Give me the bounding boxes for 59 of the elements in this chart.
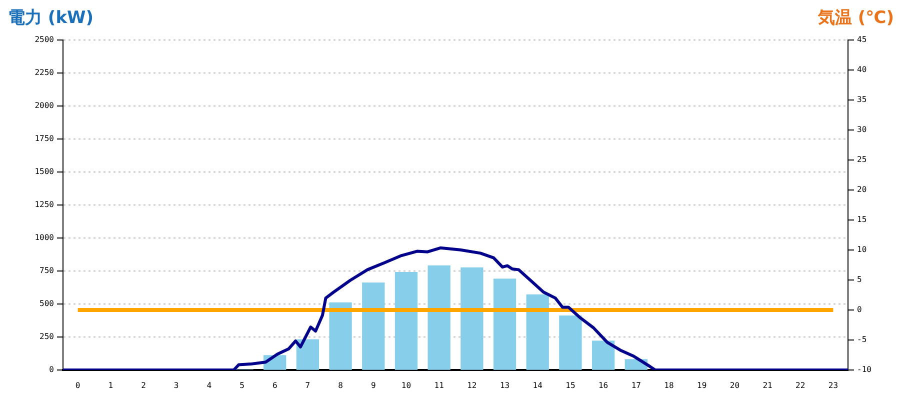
y-tick-label: 1000 — [34, 233, 54, 242]
bar — [559, 316, 582, 370]
x-tick-label: 9 — [370, 380, 376, 390]
bar — [493, 278, 516, 370]
x-tick-label: 3 — [174, 380, 179, 390]
x-tick-label: 13 — [500, 380, 510, 390]
bar — [394, 272, 418, 370]
x-tick-label: 11 — [434, 380, 444, 390]
y2-tick-label: 40 — [857, 65, 867, 74]
y-axis-title: 電力 (kW) — [8, 7, 94, 29]
y2-tick-label: 0 — [857, 305, 862, 314]
y2-tick-label: 45 — [857, 35, 867, 44]
x-tick-label: 17 — [631, 380, 642, 390]
y2-tick-label: 15 — [857, 215, 867, 224]
x-tick-label: 7 — [305, 380, 310, 390]
bar — [592, 340, 615, 370]
y-tick-label: 500 — [40, 299, 54, 308]
x-tick-label: 16 — [598, 380, 608, 390]
y-tick-label: 750 — [40, 266, 54, 276]
x-tick-label: 2 — [141, 380, 146, 390]
bar — [329, 302, 352, 370]
y2-tick-label: 5 — [857, 275, 862, 284]
bar — [296, 339, 320, 370]
y2-tick-label: 25 — [857, 155, 867, 164]
y2-tick-label: -10 — [857, 365, 872, 374]
x-tick-label: 20 — [730, 380, 740, 390]
y-tick-label: 0 — [49, 365, 54, 374]
x-tick-label: 12 — [467, 380, 477, 390]
y2-tick-label: 20 — [857, 185, 867, 194]
x-tick-label: 0 — [75, 380, 80, 390]
y-tick-label: 2500 — [34, 35, 54, 44]
y-tick-label: 2000 — [34, 101, 54, 110]
x-tick-label: 19 — [697, 380, 707, 390]
x-tick-label: 4 — [206, 380, 212, 390]
y-tick-label: 1500 — [34, 167, 54, 176]
x-tick-label: 6 — [272, 380, 278, 390]
x-tick-label: 5 — [240, 380, 245, 390]
y2-tick-label: 30 — [857, 125, 867, 134]
x-tick-label: 18 — [664, 380, 674, 390]
y-tick-label: 1750 — [34, 134, 54, 144]
bar — [460, 267, 484, 370]
x-tick-label: 14 — [532, 380, 543, 390]
y2-tick-label: 10 — [857, 245, 867, 254]
x-tick-label: 15 — [566, 380, 576, 390]
y-tick-label: 1250 — [34, 200, 54, 210]
y2-tick-label: 35 — [857, 95, 867, 104]
x-tick-label: 8 — [338, 380, 344, 390]
x-tick-label: 23 — [828, 380, 838, 390]
y2-tick-label: -5 — [857, 335, 867, 344]
x-tick-label: 1 — [108, 380, 114, 390]
bar — [428, 265, 450, 370]
y-tick-label: 2250 — [34, 68, 54, 78]
x-tick-label: 21 — [762, 380, 773, 390]
y-tick-label: 250 — [40, 332, 54, 342]
x-tick-label: 10 — [401, 380, 412, 390]
bar — [362, 282, 385, 370]
bar — [526, 294, 549, 370]
x-tick-label: 22 — [796, 380, 806, 390]
y2-axis-title: 気温 (℃) — [818, 7, 894, 29]
